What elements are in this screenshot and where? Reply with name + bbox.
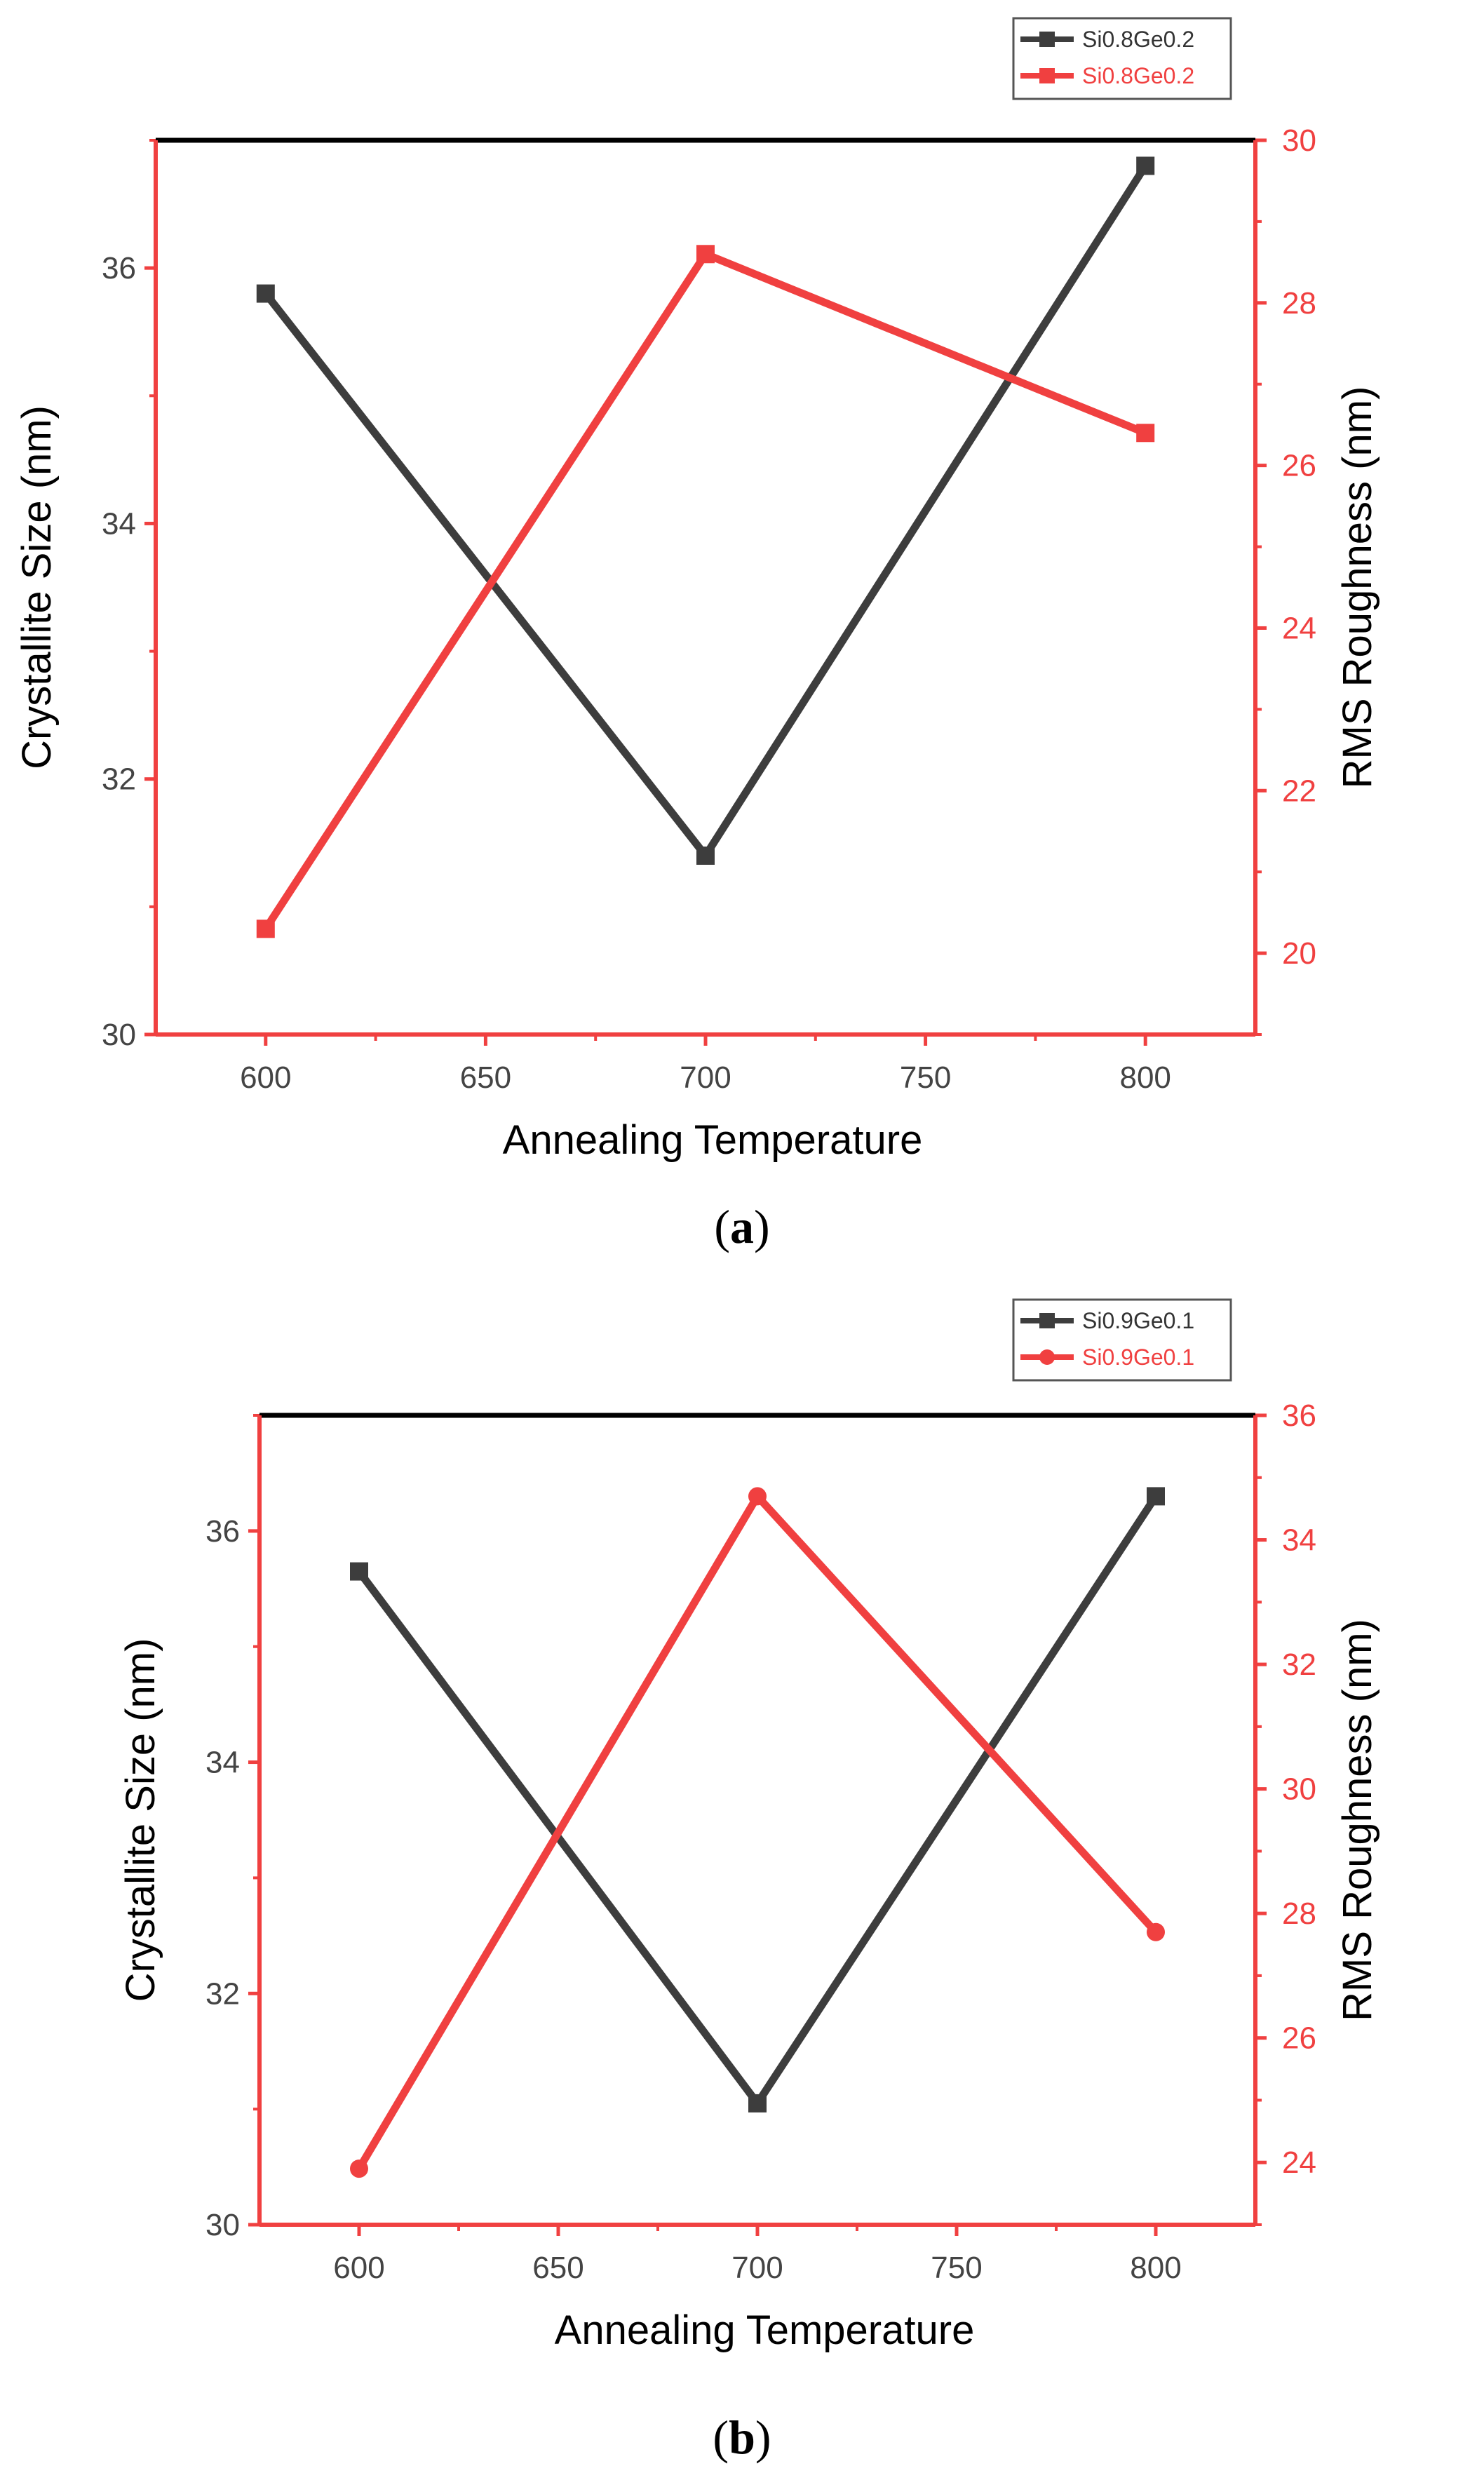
series-line-crystallite <box>262 163 1149 863</box>
caption-letter: a <box>730 1200 754 1253</box>
data-point-marker <box>256 919 275 938</box>
x-tick-label: 650 <box>532 2251 584 2285</box>
right-tick-label: 24 <box>1282 611 1316 645</box>
chart-panel-a: 600 650 700 750 800 30 32 34 36 20 22 24 26 28 30 Annea… <box>14 17 1380 1253</box>
left-tick-label: 30 <box>102 1018 136 1052</box>
x-axis-label: Annealing Temperature <box>503 1117 923 1163</box>
right-tick-label: 26 <box>1282 449 1316 483</box>
legend: Si0.9Ge0.1 Si0.9Ge0.1 <box>1012 1298 1232 1382</box>
panel-caption: (a) <box>714 1200 769 1253</box>
legend-marker <box>1039 1349 1055 1365</box>
legend-marker <box>1039 32 1055 47</box>
right-tick-label: 30 <box>1282 123 1316 158</box>
legend: Si0.8Ge0.2 Si0.8Ge0.2 <box>1012 17 1232 100</box>
legend-entry-label: Si0.8Ge0.2 <box>1082 63 1194 88</box>
data-point-marker <box>350 1562 368 1581</box>
data-point-marker <box>748 1487 767 1506</box>
left-tick-label: 32 <box>102 762 136 797</box>
right-tick-label: 28 <box>1282 1896 1316 1931</box>
right-tick-label: 22 <box>1282 774 1316 808</box>
data-point-marker <box>696 847 715 865</box>
legend-entry-label: Si0.9Ge0.1 <box>1082 1345 1194 1370</box>
caption-paren-close: ) <box>755 2411 771 2464</box>
caption-paren-open: ( <box>714 1200 730 1253</box>
right-tick-label: 32 <box>1282 1647 1316 1682</box>
right-tick-label: 26 <box>1282 2021 1316 2056</box>
data-point-marker <box>1136 424 1155 443</box>
x-tick-label: 650 <box>460 1060 511 1095</box>
x-tick-label: 700 <box>731 2251 783 2285</box>
chart-panel-b: 600 650 700 750 800 30 32 34 36 24 26 28 30 32 34 36 Ann… <box>118 1298 1380 2464</box>
data-point-marker <box>696 245 715 264</box>
right-axis-label: RMS Roughness (nm) <box>1335 386 1380 789</box>
x-tick-label: 800 <box>1130 2251 1181 2285</box>
data-point-marker <box>1147 1487 1165 1506</box>
right-tick-label: 24 <box>1282 2145 1316 2180</box>
right-tick-label: 20 <box>1282 936 1316 971</box>
left-tick-label: 32 <box>205 1976 240 2011</box>
x-tick-label: 600 <box>333 2251 384 2285</box>
x-tick-label: 800 <box>1119 1060 1171 1095</box>
x-tick-label: 750 <box>900 1060 951 1095</box>
left-tick-label: 30 <box>205 2208 240 2242</box>
data-point-marker <box>748 2094 767 2113</box>
left-tick-label: 34 <box>205 1746 240 1780</box>
series-line-rms <box>262 249 1147 931</box>
x-tick-label: 750 <box>931 2251 982 2285</box>
right-tick-label: 34 <box>1282 1523 1316 1558</box>
right-tick-label: 28 <box>1282 286 1316 321</box>
right-tick-label: 36 <box>1282 1399 1316 1433</box>
series-line-rms <box>356 1490 1159 2171</box>
right-tick-label: 30 <box>1282 1772 1316 1807</box>
caption-paren-close: ) <box>754 1200 770 1253</box>
legend-entry-label: Si0.9Ge0.1 <box>1082 1308 1194 1333</box>
x-tick-label: 700 <box>680 1060 731 1095</box>
data-point-marker <box>1147 1922 1165 1941</box>
right-axis-label: RMS Roughness (nm) <box>1335 1619 1380 2021</box>
data-point-marker <box>256 284 275 303</box>
data-point-marker <box>350 2159 368 2178</box>
legend-marker <box>1039 1313 1055 1328</box>
left-tick-label: 36 <box>102 251 136 285</box>
x-tick-label: 600 <box>240 1060 291 1095</box>
left-tick-label: 34 <box>102 506 136 541</box>
legend-entry-label: Si0.8Ge0.2 <box>1082 27 1194 52</box>
left-axis-label: Crystallite Size (nm) <box>118 1638 163 2002</box>
caption-letter: b <box>729 2411 755 2464</box>
left-tick-label: 36 <box>205 1514 240 1549</box>
data-point-marker <box>1136 156 1155 175</box>
caption-paren-open: ( <box>713 2411 729 2464</box>
legend-marker <box>1039 68 1055 83</box>
x-axis-label: Annealing Temperature <box>555 2307 975 2353</box>
left-axis-label: Crystallite Size (nm) <box>14 405 60 769</box>
panel-caption: (b) <box>713 2411 771 2464</box>
